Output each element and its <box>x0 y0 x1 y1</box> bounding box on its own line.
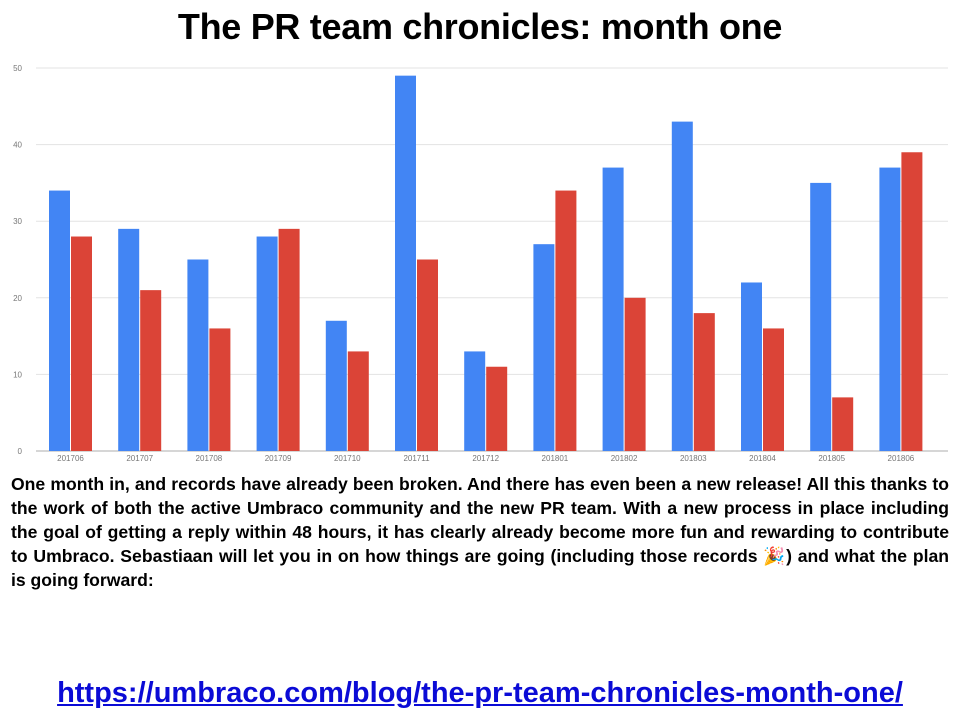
x-tick-label: 201706 <box>57 454 84 463</box>
bar-series-1 <box>741 282 762 451</box>
bar-series-2 <box>71 236 92 451</box>
y-tick-label: 20 <box>13 294 22 303</box>
bar-series-2 <box>901 152 923 451</box>
bar-series-2 <box>624 297 646 451</box>
bar-series-1 <box>49 190 70 451</box>
x-tick-label: 201804 <box>749 454 776 463</box>
bar-series-1 <box>810 182 832 451</box>
y-tick-label: 10 <box>13 370 22 379</box>
x-tick-label: 201712 <box>472 454 499 463</box>
bar-series-2 <box>832 397 854 451</box>
chart-bars <box>49 75 923 451</box>
bar-series-2 <box>486 366 508 451</box>
y-tick-label: 50 <box>13 64 22 73</box>
bar-series-2 <box>693 313 715 451</box>
x-axis-labels: 201706 201707 201708 201709 201710 201711 2017… <box>57 454 915 463</box>
bar-series-2 <box>209 328 231 451</box>
y-axis-labels: 0 10 20 30 40 50 <box>13 64 22 456</box>
bar-series-1 <box>464 351 486 451</box>
x-tick-label: 201802 <box>611 454 638 463</box>
page-title: The PR team chronicles: month one <box>177 6 783 47</box>
article-link[interactable]: https://umbraco.com/blog/the-pr-team-chr… <box>57 677 903 709</box>
bar-series-1 <box>395 75 416 451</box>
bar-series-2 <box>347 351 369 451</box>
bar-series-1 <box>879 167 901 451</box>
description-text: One month in, and records have already b… <box>11 474 949 590</box>
bar-series-2 <box>140 290 162 451</box>
x-tick-label: 201708 <box>196 454 223 463</box>
bar-series-2 <box>555 190 577 451</box>
x-tick-label: 201803 <box>680 454 707 463</box>
bar-series-1 <box>325 320 347 451</box>
bar-series-2 <box>278 228 300 451</box>
bar-series-1 <box>671 121 693 451</box>
y-tick-label: 0 <box>18 447 23 456</box>
bar-series-1 <box>602 167 624 451</box>
bar-series-1 <box>187 259 209 451</box>
bar-series-1 <box>533 244 555 451</box>
x-tick-label: 201709 <box>265 454 292 463</box>
x-tick-label: 201710 <box>334 454 361 463</box>
bar-series-1 <box>118 228 140 451</box>
x-tick-label: 201806 <box>888 454 915 463</box>
x-tick-label: 201707 <box>126 454 153 463</box>
y-tick-label: 30 <box>13 217 22 226</box>
bar-series-2 <box>763 328 784 451</box>
x-tick-label: 201711 <box>403 454 430 463</box>
bar-series-1 <box>256 236 278 451</box>
bar-series-2 <box>417 259 438 451</box>
y-tick-label: 40 <box>13 141 22 150</box>
x-tick-label: 201805 <box>818 454 845 463</box>
x-tick-label: 201801 <box>542 454 569 463</box>
